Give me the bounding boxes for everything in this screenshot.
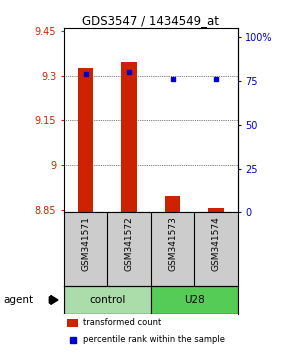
Text: U28: U28 [184, 295, 205, 305]
Title: GDS3547 / 1434549_at: GDS3547 / 1434549_at [82, 14, 219, 27]
Text: control: control [89, 295, 126, 305]
Text: GSM341572: GSM341572 [124, 216, 134, 271]
Text: GSM341571: GSM341571 [81, 216, 90, 271]
Text: transformed count: transformed count [83, 318, 161, 327]
Bar [209, 208, 224, 212]
Text: percentile rank within the sample: percentile rank within the sample [83, 335, 225, 344]
Bar [151, 286, 238, 314]
Text: GSM341574: GSM341574 [211, 216, 221, 271]
Bar [78, 68, 93, 212]
Bar [122, 62, 137, 212]
Bar [165, 196, 180, 212]
Bar [64, 286, 151, 314]
Text: agent: agent [3, 295, 33, 305]
Text: GSM341573: GSM341573 [168, 216, 177, 271]
Bar [67, 319, 78, 327]
